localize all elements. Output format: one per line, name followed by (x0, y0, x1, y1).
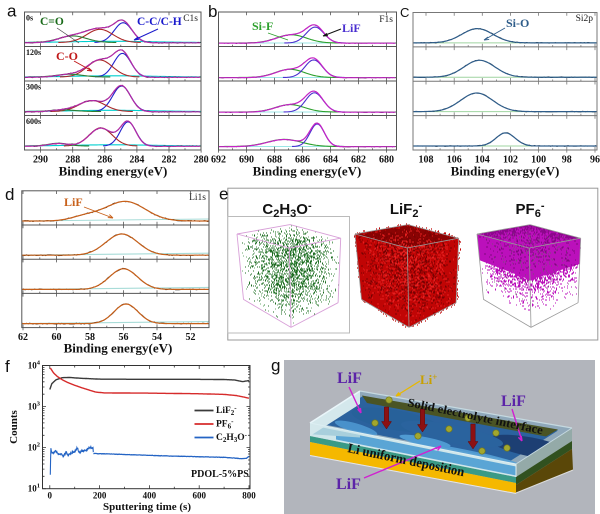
svg-text:284: 284 (129, 155, 144, 166)
svg-text:PF6-: PF6- (516, 200, 545, 220)
svg-text:106: 106 (447, 155, 462, 166)
svg-text:104: 104 (475, 155, 490, 166)
svg-text:e: e (219, 185, 228, 204)
svg-text:62: 62 (18, 332, 28, 343)
svg-text:100: 100 (531, 155, 546, 166)
svg-text:692: 692 (211, 155, 226, 166)
svg-text:F1s: F1s (379, 15, 393, 25)
svg-text:290: 290 (33, 155, 48, 166)
svg-text:Binding energy(eV): Binding energy(eV) (253, 164, 362, 179)
svg-text:C=O: C=O (40, 16, 64, 28)
svg-text:f: f (5, 357, 10, 376)
svg-text:800: 800 (242, 491, 256, 501)
svg-text:LiF: LiF (342, 21, 361, 35)
svg-text:280: 280 (194, 155, 209, 166)
svg-text:102: 102 (503, 155, 518, 166)
svg-text:Si-O: Si-O (506, 16, 529, 30)
svg-text:98: 98 (562, 155, 572, 166)
svg-text:282: 282 (162, 155, 177, 166)
svg-text:0: 0 (48, 491, 53, 501)
svg-text:103: 103 (28, 401, 41, 412)
svg-text:101: 101 (28, 483, 40, 494)
svg-text:96: 96 (590, 155, 600, 166)
svg-text:102: 102 (28, 442, 40, 453)
svg-text:C1s: C1s (183, 14, 198, 24)
svg-text:LiF: LiF (336, 476, 361, 493)
svg-text:600s: 600s (26, 117, 41, 126)
svg-text:600: 600 (192, 491, 206, 501)
svg-text:56: 56 (119, 332, 129, 343)
svg-text:688: 688 (267, 155, 282, 166)
svg-text:Sputtering time (s): Sputtering time (s) (103, 501, 191, 513)
svg-text:108: 108 (419, 155, 434, 166)
svg-text:300s: 300s (26, 83, 41, 92)
svg-text:54: 54 (152, 332, 162, 343)
svg-text:C: C (400, 5, 409, 20)
svg-text:690: 690 (239, 155, 254, 166)
svg-text:a: a (7, 2, 17, 21)
svg-text:0s: 0s (26, 14, 33, 23)
svg-text:400: 400 (143, 491, 157, 501)
svg-text:C-O: C-O (56, 49, 78, 63)
svg-text:Counts: Counts (8, 409, 20, 443)
svg-text:d: d (5, 185, 14, 204)
svg-text:PDOL-5%PS: PDOL-5%PS (191, 469, 249, 480)
svg-text:58: 58 (85, 332, 95, 343)
svg-text:288: 288 (65, 155, 80, 166)
svg-text:LiF: LiF (337, 370, 362, 387)
svg-text:Si-F: Si-F (252, 19, 273, 33)
svg-text:Binding energy(eV): Binding energy(eV) (451, 164, 560, 179)
svg-text:LiF2-: LiF2- (216, 404, 237, 417)
svg-text:C2H3O-: C2H3O- (262, 200, 312, 220)
svg-text:286: 286 (97, 155, 112, 166)
svg-text:LiF: LiF (64, 195, 83, 209)
svg-text:C2H3O-: C2H3O- (216, 431, 248, 444)
svg-text:52: 52 (186, 332, 196, 343)
svg-text:C-C/C-H: C-C/C-H (137, 16, 182, 28)
svg-text:60: 60 (52, 332, 62, 343)
svg-text:LiF2-: LiF2- (390, 200, 423, 220)
svg-text:120s: 120s (26, 48, 41, 57)
svg-text:Binding energy(eV): Binding energy(eV) (64, 341, 173, 356)
svg-text:Si2p: Si2p (576, 14, 594, 24)
svg-text:Binding energy(eV): Binding energy(eV) (59, 164, 168, 179)
svg-text:686: 686 (295, 155, 310, 166)
svg-text:200: 200 (93, 491, 107, 501)
svg-text:104: 104 (28, 360, 41, 371)
svg-text:682: 682 (351, 155, 366, 166)
svg-text:g: g (271, 356, 280, 375)
svg-text:LiF: LiF (501, 393, 526, 410)
svg-text:b: b (208, 2, 217, 21)
svg-text:684: 684 (323, 155, 338, 166)
svg-text:Li1s: Li1s (189, 193, 206, 203)
svg-text:680: 680 (379, 155, 394, 166)
